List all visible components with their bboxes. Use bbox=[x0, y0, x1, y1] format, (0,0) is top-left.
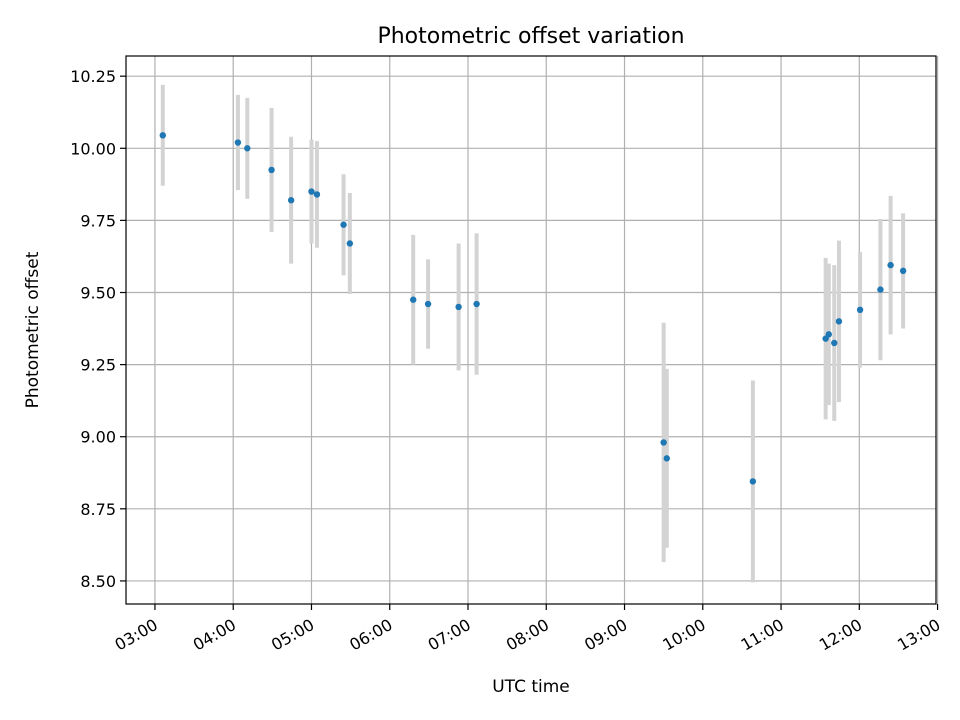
data-point bbox=[313, 191, 321, 198]
data-point bbox=[308, 188, 315, 195]
x-axis-label: UTC time bbox=[492, 677, 570, 697]
y-tick-label: 10.25 bbox=[70, 67, 116, 86]
data-point bbox=[410, 296, 417, 303]
data-point bbox=[835, 318, 843, 325]
y-tick-label: 8.75 bbox=[80, 500, 116, 519]
data-point bbox=[287, 197, 295, 204]
data-point bbox=[346, 240, 354, 247]
y-axis-ticks: 8.50 8.75 9.00 9.25 9.50 9.75 10.00 10.25 bbox=[70, 67, 126, 591]
plot-frame bbox=[125, 55, 937, 605]
y-tick-label: 9.25 bbox=[80, 356, 116, 375]
y-tick-label: 9.00 bbox=[80, 428, 116, 447]
data-point bbox=[660, 439, 667, 446]
data-points bbox=[159, 132, 907, 485]
data-point bbox=[159, 132, 166, 139]
chart-title: Photometric offset variation bbox=[377, 24, 684, 49]
data-point bbox=[268, 166, 275, 174]
data-point bbox=[234, 139, 242, 146]
data-point bbox=[244, 145, 251, 152]
y-tick-label: 10.00 bbox=[70, 139, 116, 158]
data-point bbox=[856, 306, 864, 314]
data-point bbox=[831, 339, 838, 347]
data-point bbox=[455, 303, 462, 311]
y-tick-label: 8.50 bbox=[80, 572, 116, 591]
data-point bbox=[877, 286, 884, 293]
data-point bbox=[340, 221, 347, 228]
data-point bbox=[424, 300, 432, 308]
y-tick-label: 9.75 bbox=[80, 211, 116, 230]
y-axis-label: Photometric offset bbox=[23, 251, 43, 408]
y-tick-label: 9.50 bbox=[80, 284, 116, 303]
data-point bbox=[887, 261, 894, 269]
gridlines bbox=[126, 56, 939, 604]
data-point bbox=[473, 300, 480, 308]
data-point bbox=[663, 455, 670, 462]
data-point bbox=[899, 267, 907, 275]
data-point bbox=[749, 478, 757, 485]
data-point bbox=[825, 331, 832, 338]
